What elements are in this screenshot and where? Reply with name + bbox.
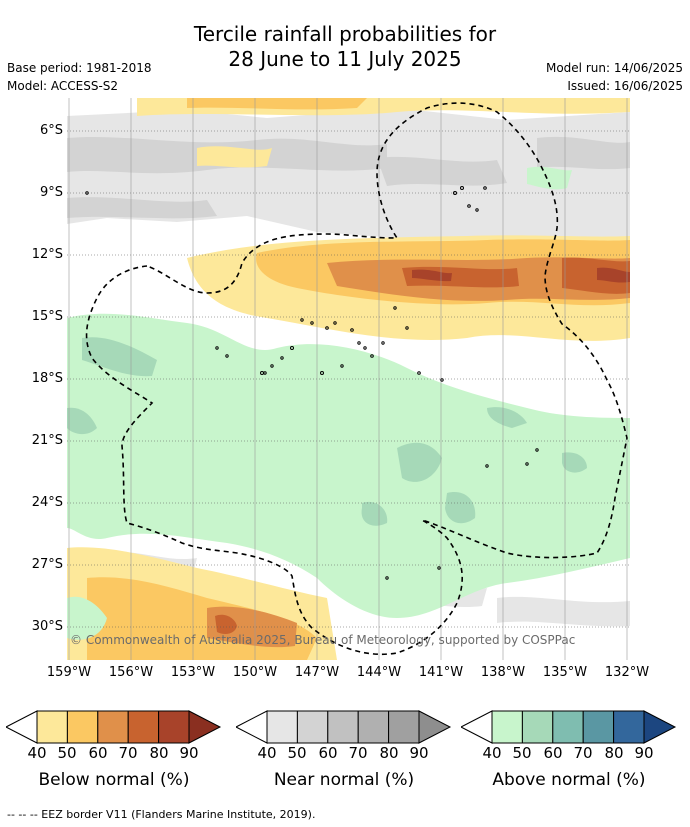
near-swatch	[266, 710, 298, 744]
eez-border	[85, 102, 628, 656]
near-normal-colorbar	[236, 710, 452, 744]
below-normal-regions	[67, 98, 630, 660]
above-tick: 40	[482, 744, 502, 762]
near-tick: 50	[287, 744, 307, 762]
issued-date: Issued: 16/06/2025	[567, 79, 683, 93]
below-tick: 80	[149, 744, 169, 762]
below-caption: Below normal (%)	[38, 770, 190, 790]
below-swatch	[158, 710, 190, 744]
above-extend	[643, 710, 677, 744]
map-title: Tercile rainfall probabilities for 28 Ju…	[0, 22, 690, 72]
lon-label: 132°W	[604, 665, 650, 680]
below-extend	[188, 710, 222, 744]
near-swatch	[357, 710, 390, 744]
lat-label: 18°S	[31, 371, 63, 386]
lon-label: 135°W	[542, 665, 588, 680]
below-tick: 90	[179, 744, 199, 762]
near-tick: 80	[379, 744, 399, 762]
lon-label: 144°W	[356, 665, 402, 680]
lat-label: 21°S	[31, 433, 63, 448]
near-tick: 40	[257, 744, 277, 762]
above-tick: 70	[573, 744, 593, 762]
map-canvas	[67, 98, 630, 660]
probability-map[interactable]	[67, 98, 630, 660]
lat-label: 30°S	[31, 619, 63, 634]
above-swatch	[582, 710, 615, 744]
above-swatch	[613, 710, 645, 744]
lat-label: 9°S	[39, 185, 63, 200]
above-normal-colorbar	[461, 710, 677, 744]
graticule	[67, 130, 630, 628]
above-swatch	[491, 710, 523, 744]
above-swatch	[552, 710, 584, 744]
lat-label: 12°S	[31, 247, 63, 262]
above-tick: 60	[543, 744, 563, 762]
base-period: Base period: 1981-2018	[7, 61, 152, 75]
lat-label: 6°S	[39, 123, 63, 138]
near-extend	[418, 710, 452, 744]
below-swatch	[66, 710, 99, 744]
below-tick: 70	[118, 744, 138, 762]
near-tick: 90	[409, 744, 429, 762]
near-swatch	[296, 710, 329, 744]
above-tick: 50	[512, 744, 532, 762]
above-swatch	[521, 710, 554, 744]
lat-label: 27°S	[31, 557, 63, 572]
below-tick: 40	[27, 744, 47, 762]
near-swatch	[327, 710, 359, 744]
lat-label: 24°S	[31, 495, 63, 510]
title-line-2: 28 June to 11 July 2025	[228, 47, 462, 71]
lon-label: 150°W	[232, 665, 278, 680]
below-tick: 50	[57, 744, 77, 762]
below-swatch	[97, 710, 129, 744]
eez-footnote: -- -- -- EEZ border V11 (Flanders Marine…	[7, 808, 316, 821]
islands	[85, 186, 539, 580]
lon-label: 156°W	[108, 665, 154, 680]
near-swatch	[388, 710, 420, 744]
below-normal-colorbar	[6, 710, 222, 744]
copyright-notice: © Commonwealth of Australia 2025, Bureau…	[70, 633, 576, 647]
above-tick: 80	[604, 744, 624, 762]
lon-label: 159°W	[46, 665, 92, 680]
lon-label: 138°W	[480, 665, 526, 680]
below-swatches	[36, 710, 190, 744]
meta-left: Base period: 1981-2018 Model: ACCESS-S2	[7, 59, 152, 95]
model-run: Model run: 14/06/2025	[545, 61, 683, 75]
meta-right: Model run: 14/06/2025 Issued: 16/06/2025	[546, 59, 683, 95]
above-normal-regions	[67, 166, 630, 640]
below-tick: 60	[88, 744, 108, 762]
near-caption: Near normal (%)	[273, 770, 415, 790]
lat-label: 15°S	[31, 309, 63, 324]
lon-label: 153°W	[170, 665, 216, 680]
above-tick: 90	[634, 744, 654, 762]
below-swatch	[36, 710, 68, 744]
model-name: Model: ACCESS-S2	[7, 79, 119, 93]
near-tick: 60	[318, 744, 338, 762]
near-tick: 70	[348, 744, 368, 762]
below-swatch	[127, 710, 160, 744]
title-line-1: Tercile rainfall probabilities for	[193, 22, 497, 46]
lon-label: 141°W	[418, 665, 464, 680]
above-caption: Above normal (%)	[492, 770, 646, 790]
lon-label: 147°W	[294, 665, 340, 680]
